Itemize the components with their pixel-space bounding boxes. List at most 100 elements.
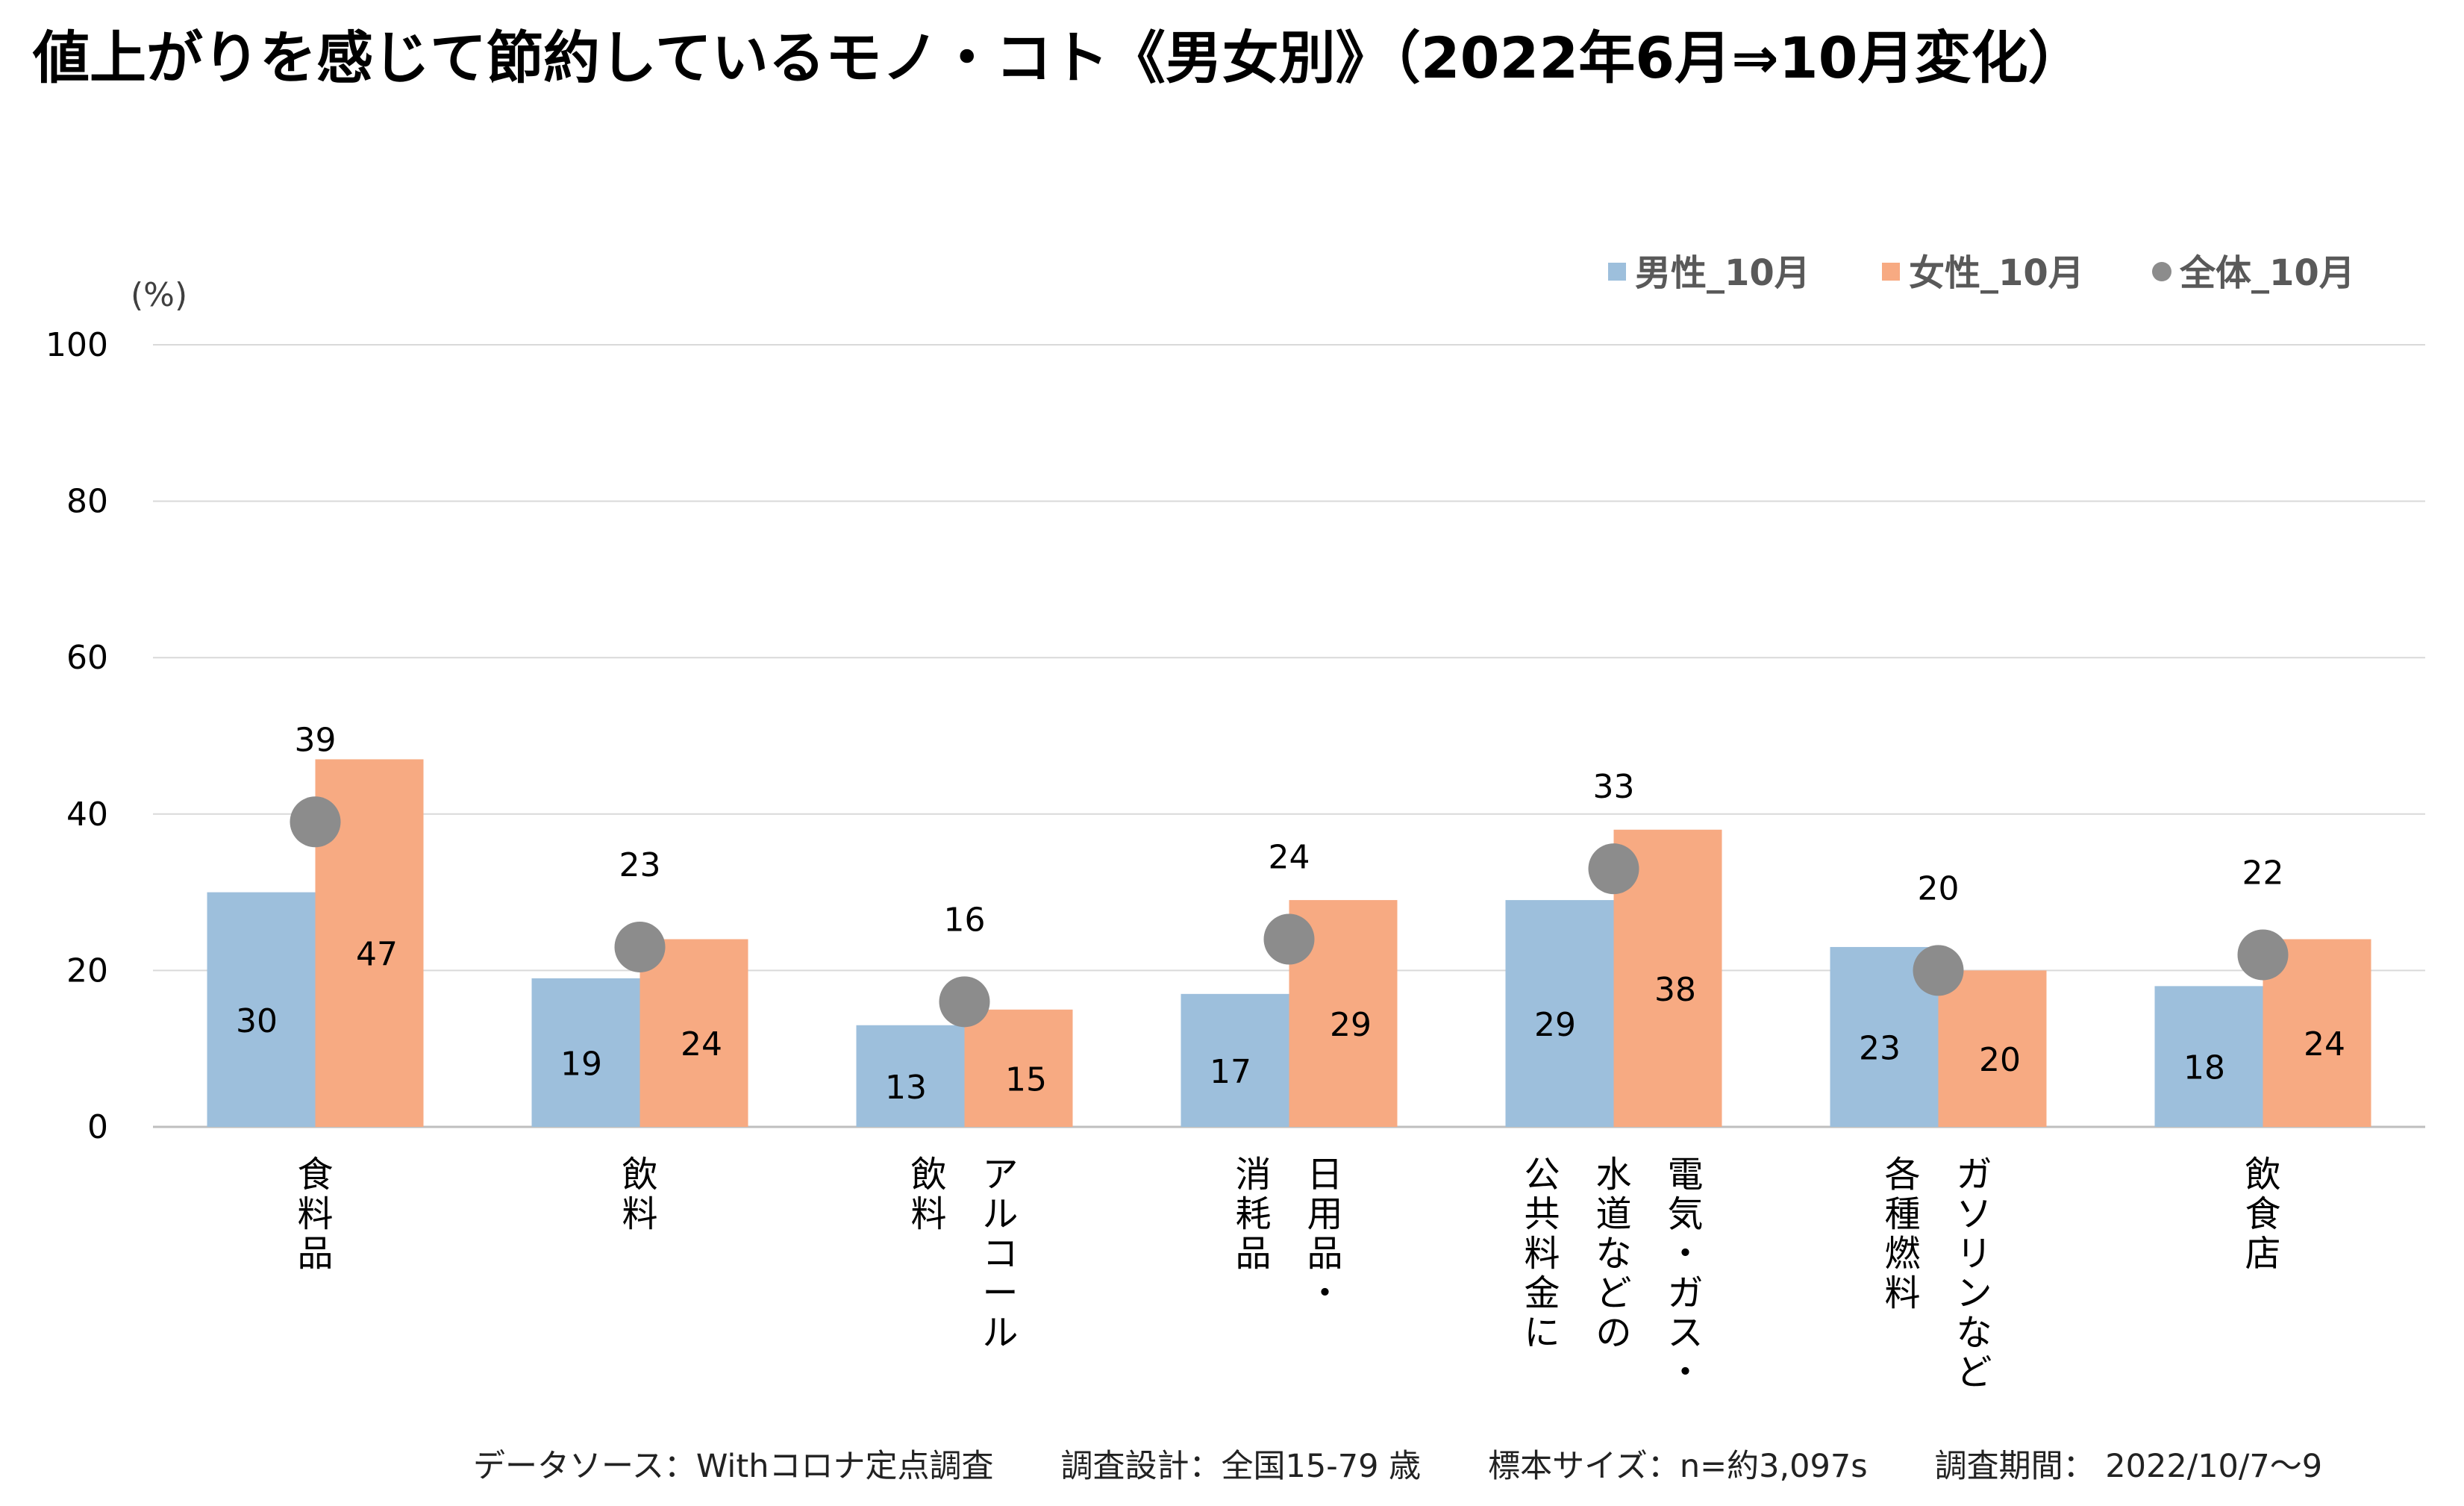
y-tick-label: 0 <box>87 1108 108 1146</box>
legend: 男性_10月 女性_10月 全体_10月 <box>1608 252 2355 294</box>
category-label-char: 各 <box>1884 1154 1920 1196</box>
y-tick-label: 20 <box>66 952 108 990</box>
point-value-label: 22 <box>2242 854 2284 892</box>
footer-design: 調査設計：全国15-79 歳 <box>1060 1448 1422 1485</box>
category-label-char: な <box>1595 1233 1631 1275</box>
point-value-label: 23 <box>619 846 661 884</box>
bar-value-label: 29 <box>1534 1006 1576 1044</box>
category-label-char: ン <box>1956 1272 1992 1314</box>
category-label-char: ガ <box>1956 1154 1992 1196</box>
category-label-char: 料 <box>1524 1233 1560 1275</box>
point-total <box>1263 913 1315 965</box>
legend-marker-male <box>1608 263 1626 281</box>
y-axis: 0 20 40 60 80 100 (%) <box>46 276 187 1146</box>
chart-title: 値上がりを感じて節約しているモノ・コト《男女別》（2022年6月⇒10月変化） <box>33 25 2085 91</box>
category-label-char: 水 <box>1595 1154 1631 1196</box>
bar-male <box>2154 986 2263 1127</box>
point-total <box>614 921 666 972</box>
category-label-char: 料 <box>622 1193 657 1235</box>
category-label-char: ル <box>982 1193 1018 1235</box>
bar-value-label: 15 <box>1005 1060 1047 1099</box>
category-label-char: ガ <box>1667 1272 1703 1314</box>
bar-male <box>207 892 316 1127</box>
legend-marker-total <box>2152 262 2171 281</box>
category-label-char: 品 <box>1235 1233 1271 1275</box>
category-label-char: 種 <box>1884 1193 1920 1235</box>
category-label-char: 道 <box>1595 1193 1631 1235</box>
category-label-char: 食 <box>2245 1193 2280 1235</box>
bar-value-label: 24 <box>2304 1025 2345 1063</box>
category-label-char: 料 <box>910 1193 946 1235</box>
legend-label: 全体_10月 <box>2179 252 2355 294</box>
bar-value-label: 30 <box>236 1002 278 1040</box>
legend-marker-female <box>1882 263 1900 281</box>
bar-female <box>640 939 748 1127</box>
point-value-label: 16 <box>944 901 986 939</box>
legend-label: 女性_10月 <box>1909 252 2084 294</box>
category-label-char: ソ <box>1956 1193 1992 1235</box>
category-label-char: ・ <box>1667 1233 1703 1275</box>
category-label-char: 燃 <box>1884 1233 1920 1275</box>
point-total <box>2237 929 2289 981</box>
footer-source: データソース：Withコロナ定点調査 <box>473 1448 994 1485</box>
category-label-char: 消 <box>1235 1154 1271 1196</box>
y-tick-label: 60 <box>66 639 108 677</box>
bar-female <box>1938 970 2047 1127</box>
category-label-char: ど <box>1956 1352 1992 1393</box>
bar-female <box>964 1009 1073 1127</box>
survey-footer: データソース：Withコロナ定点調査 調査設計：全国15-79 歳 標本サイズ：n=… <box>473 1440 2322 1487</box>
footer-sample: 標本サイズ：n=約3,097s <box>1488 1448 1868 1485</box>
point-total <box>1913 945 1964 996</box>
bar-value-label: 18 <box>2183 1049 2225 1087</box>
category-label-char: ど <box>1595 1272 1631 1314</box>
data-labels: 30 47 39 19 24 23 13 15 16 17 29 24 29 38 33 23 20 20 18 24… <box>236 721 2345 1107</box>
x-axis: 食料品飲料アルコール飲料日用品・消耗品電気・ガス・水道などの公共料金にガソリンな… <box>297 1154 2280 1393</box>
category-label-char: 飲 <box>622 1154 657 1196</box>
footer-period: 調査期間： 2022/10/7〜9 <box>1934 1448 2323 1485</box>
category-label-char: 公 <box>1524 1154 1560 1196</box>
category-label-char: な <box>1956 1312 1992 1354</box>
category-label-char: 日 <box>1307 1154 1342 1196</box>
category-label-char: 用 <box>1307 1193 1342 1235</box>
y-tick-label: 40 <box>66 796 108 834</box>
category-label-char: 店 <box>2245 1233 2280 1275</box>
bar-value-label: 20 <box>1979 1041 2021 1079</box>
point-total <box>1588 843 1639 895</box>
bar-value-label: 17 <box>1210 1053 1251 1091</box>
point-value-label: 24 <box>1269 838 1310 876</box>
point-value-label: 20 <box>1918 869 1960 907</box>
category-label-char: の <box>1595 1312 1631 1354</box>
category-label-char: リ <box>1956 1233 1992 1275</box>
point-value-label: 33 <box>1593 768 1635 806</box>
category-label-char: 金 <box>1524 1272 1560 1314</box>
bar-value-label: 13 <box>885 1069 927 1107</box>
category-label-char: 食 <box>297 1154 333 1196</box>
bar-value-label: 19 <box>560 1045 602 1083</box>
bar-male <box>1505 900 1614 1127</box>
bar-value-label: 47 <box>356 936 398 974</box>
category-label-char: ・ <box>1307 1272 1342 1314</box>
category-label-char: コ <box>982 1233 1018 1275</box>
bar-value-label: 23 <box>1859 1029 1901 1067</box>
category-label-char: 飲 <box>910 1154 946 1196</box>
category-label-char: に <box>1524 1312 1560 1354</box>
category-label-char: 共 <box>1524 1193 1560 1235</box>
category-label-char: 電 <box>1667 1154 1703 1196</box>
point-value-label: 39 <box>295 721 337 759</box>
category-label-char: 品 <box>1307 1233 1342 1275</box>
point-total <box>939 976 990 1028</box>
category-label-char: 気 <box>1667 1193 1703 1235</box>
category-label-char: 品 <box>297 1233 333 1275</box>
bar-value-label: 38 <box>1654 971 1696 1009</box>
point-total <box>290 796 341 848</box>
bar-male <box>856 1025 965 1127</box>
category-label-char: 耗 <box>1235 1193 1271 1235</box>
category-label-char: ア <box>982 1154 1018 1196</box>
category-label-char: ル <box>982 1312 1018 1354</box>
category-label-char: 飲 <box>2245 1154 2280 1196</box>
y-unit-label: (%) <box>131 276 187 314</box>
category-label-char: ス <box>1667 1312 1703 1354</box>
bar-value-label: 24 <box>681 1025 722 1063</box>
y-tick-label: 80 <box>66 483 108 521</box>
